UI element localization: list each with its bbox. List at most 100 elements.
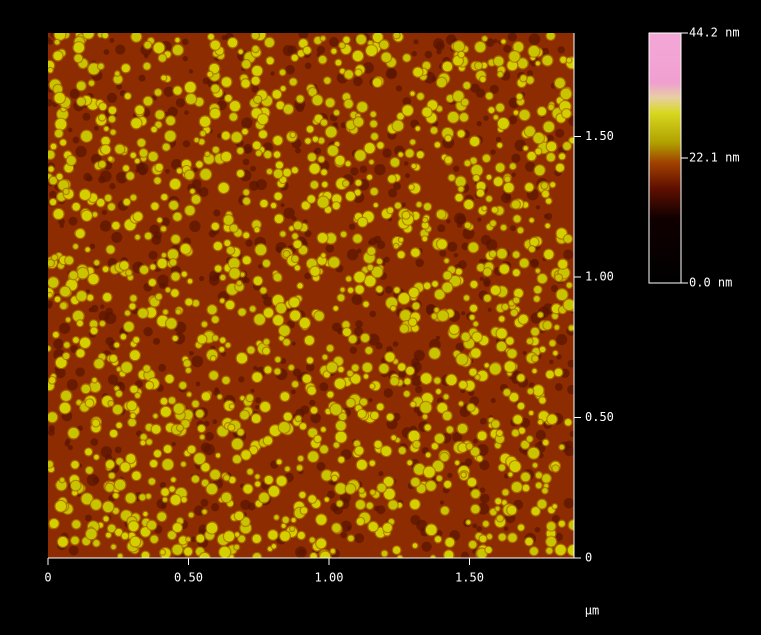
grain <box>151 127 156 132</box>
grain <box>402 105 412 115</box>
grain <box>202 392 210 400</box>
dark-spot <box>378 471 383 476</box>
grain <box>260 200 267 207</box>
grain <box>235 532 239 536</box>
grain <box>305 138 311 144</box>
grain <box>71 481 80 490</box>
dark-spot <box>67 379 78 390</box>
dark-spot <box>425 51 433 59</box>
grain <box>491 286 500 295</box>
grain <box>536 472 542 478</box>
grain <box>327 362 337 372</box>
grain <box>141 440 146 445</box>
dark-spot <box>529 33 541 45</box>
grain <box>564 299 575 310</box>
grain <box>429 348 440 359</box>
dark-spot <box>191 356 203 368</box>
grain <box>60 478 64 482</box>
grain <box>216 453 220 457</box>
grain <box>215 265 221 271</box>
grain <box>55 296 60 301</box>
grain <box>209 371 218 380</box>
grain <box>450 325 459 334</box>
grain <box>455 461 459 465</box>
dark-spot <box>549 360 554 365</box>
grain <box>567 283 572 288</box>
dark-spot <box>299 29 309 39</box>
grain <box>532 369 536 373</box>
grain <box>382 53 391 62</box>
grain <box>416 126 420 130</box>
grain <box>276 303 286 313</box>
grain <box>60 303 66 309</box>
grain <box>290 527 294 531</box>
grain <box>121 462 130 471</box>
grain <box>553 504 557 508</box>
grain <box>542 474 551 483</box>
grain <box>519 110 529 120</box>
grain <box>348 288 353 293</box>
grain <box>495 507 499 511</box>
grain <box>483 521 489 527</box>
grain <box>237 281 241 285</box>
grain <box>265 476 273 484</box>
grain <box>122 533 129 540</box>
grain <box>432 281 438 287</box>
grain <box>301 507 308 514</box>
grain <box>458 130 465 137</box>
grain <box>490 220 496 226</box>
grain <box>210 109 220 119</box>
grain <box>255 244 266 255</box>
grain <box>377 404 384 411</box>
grain <box>335 156 344 165</box>
grain <box>292 381 298 387</box>
grain <box>510 461 521 472</box>
grain <box>259 130 267 138</box>
grain <box>243 256 251 264</box>
grain <box>110 430 117 437</box>
grain <box>557 289 568 300</box>
grain <box>212 316 219 323</box>
grain <box>211 356 215 360</box>
grain <box>208 305 217 314</box>
grain <box>68 428 79 439</box>
dark-spot <box>480 418 487 425</box>
grain <box>465 222 471 228</box>
grain <box>529 246 535 252</box>
grain <box>221 152 231 162</box>
grain <box>394 244 399 249</box>
dark-spot <box>447 242 457 252</box>
dark-spot <box>109 183 115 189</box>
dark-spot <box>199 276 204 281</box>
dark-spot <box>413 39 418 44</box>
dark-spot <box>102 210 107 215</box>
grain <box>494 115 498 119</box>
grain <box>465 160 471 166</box>
dark-spot <box>415 386 422 393</box>
dark-spot <box>115 44 125 54</box>
grain <box>470 305 477 312</box>
grain <box>222 132 230 140</box>
grain <box>64 342 70 348</box>
grain <box>161 398 168 405</box>
grain <box>547 415 557 425</box>
dark-spot <box>192 179 202 189</box>
grain <box>186 94 196 104</box>
grain <box>252 372 262 382</box>
grain <box>484 295 491 302</box>
grain <box>310 164 320 174</box>
grain <box>111 545 116 550</box>
dark-spot <box>384 257 390 263</box>
grain <box>131 195 137 201</box>
grain <box>228 425 234 431</box>
grain <box>99 103 106 110</box>
grain <box>424 203 431 210</box>
grain <box>316 539 326 549</box>
grain <box>128 419 136 427</box>
grain <box>470 137 479 146</box>
dark-spot <box>149 251 158 260</box>
grain <box>72 520 80 528</box>
grain <box>406 149 414 157</box>
grain <box>494 57 503 66</box>
dark-spot <box>347 526 351 530</box>
